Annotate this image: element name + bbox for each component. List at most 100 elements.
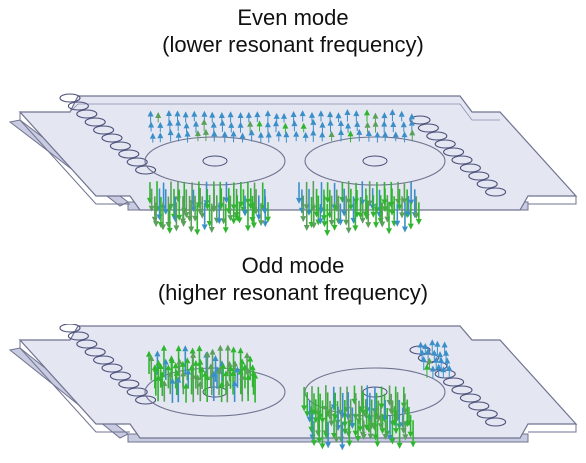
- field-arrowhead: [216, 367, 223, 374]
- field-arrowhead: [257, 131, 264, 138]
- field-arrowhead: [328, 130, 335, 137]
- via-ring: [109, 141, 131, 151]
- via-ring: [451, 385, 473, 395]
- field-arrowhead: [375, 416, 382, 423]
- field-arrowhead: [194, 229, 201, 236]
- field-arrowhead: [183, 382, 190, 389]
- field-arrowhead: [197, 358, 204, 365]
- via-ring: [485, 187, 507, 197]
- field-arrowhead: [319, 131, 326, 138]
- field-arrowhead: [300, 122, 307, 129]
- field-arrowhead: [311, 440, 318, 447]
- field-arrowhead: [437, 351, 444, 358]
- e-field-arrows: [146, 108, 422, 236]
- field-arrowhead: [146, 350, 153, 357]
- field-arrowhead: [153, 221, 160, 228]
- field-arrowhead: [401, 198, 408, 205]
- field-arrowhead: [230, 218, 237, 225]
- via-ring: [101, 133, 123, 143]
- field-arrowhead: [155, 374, 162, 381]
- field-arrowhead: [423, 363, 430, 370]
- field-arrowhead: [208, 226, 215, 233]
- even-mode-field-plot: [8, 93, 578, 236]
- field-arrowhead: [148, 205, 155, 212]
- field-arrowhead: [217, 344, 224, 351]
- substrate-top-face: [18, 325, 578, 439]
- via-ring: [434, 139, 456, 149]
- field-arrowhead: [381, 120, 388, 127]
- field-arrowhead: [338, 128, 345, 135]
- field-arrowhead: [291, 120, 298, 127]
- via-ring: [101, 363, 123, 373]
- field-arrowhead: [172, 216, 179, 223]
- odd-mode-title: Odd mode: [241, 253, 345, 278]
- field-arrowhead: [342, 428, 349, 435]
- field-arrowhead: [237, 112, 244, 119]
- field-arrowhead: [325, 442, 332, 449]
- field-arrowhead: [237, 121, 244, 128]
- field-arrowhead: [281, 112, 288, 119]
- field-arrowhead: [273, 112, 280, 119]
- field-arrowhead: [426, 357, 433, 364]
- field-arrowhead: [237, 368, 244, 375]
- field-arrowhead: [367, 433, 374, 440]
- field-arrowhead: [154, 350, 161, 357]
- field-arrowhead: [227, 215, 234, 222]
- via-ring: [417, 123, 439, 133]
- field-arrowhead: [300, 216, 307, 223]
- field-arrowhead: [155, 359, 162, 366]
- field-arrowhead: [392, 131, 399, 138]
- field-arrowhead: [183, 122, 190, 129]
- field-arrowhead: [408, 119, 415, 126]
- field-arrowhead: [247, 120, 254, 127]
- field-arrowhead: [252, 372, 259, 379]
- field-arrowhead: [196, 345, 203, 352]
- field-arrowhead: [192, 120, 199, 127]
- field-arrowhead: [165, 364, 172, 371]
- field-arrowhead: [162, 208, 169, 215]
- field-arrowhead: [249, 364, 256, 371]
- field-arrowhead: [379, 221, 386, 228]
- field-arrowhead: [152, 365, 159, 372]
- field-arrowhead: [296, 197, 303, 204]
- field-arrowhead: [226, 360, 233, 367]
- field-arrowhead: [201, 118, 208, 125]
- field-arrowhead: [402, 434, 409, 441]
- field-arrowhead: [319, 443, 326, 450]
- field-arrowhead: [319, 121, 326, 128]
- field-arrowhead: [299, 110, 306, 117]
- field-arrowhead: [148, 354, 155, 361]
- field-arrowhead: [345, 227, 352, 234]
- field-arrowhead: [308, 111, 315, 118]
- field-arrowhead: [435, 363, 442, 370]
- right-via-row: [409, 115, 507, 197]
- right-via-row: [409, 345, 507, 427]
- field-arrowhead: [175, 376, 182, 383]
- via-ring: [443, 147, 465, 157]
- field-arrowhead: [409, 129, 416, 136]
- field-arrowhead: [394, 220, 401, 227]
- field-arrowhead: [310, 129, 317, 136]
- field-arrowhead: [173, 369, 180, 376]
- field-arrowhead: [207, 363, 214, 370]
- even-mode-subtitle: (lower resonant frequency): [162, 32, 424, 57]
- field-arrowhead: [352, 430, 359, 437]
- field-arrowhead: [169, 377, 176, 384]
- field-arrowhead: [191, 110, 198, 117]
- field-arrowhead: [210, 121, 217, 128]
- field-arrowhead: [159, 224, 166, 231]
- field-arrowhead: [382, 131, 389, 138]
- field-arrowhead: [331, 224, 338, 231]
- field-arrowhead: [244, 352, 251, 359]
- field-arrowhead: [175, 345, 182, 352]
- field-arrowhead: [180, 220, 187, 227]
- field-arrowhead: [231, 380, 238, 387]
- field-arrowhead: [230, 130, 237, 137]
- field-arrowhead: [374, 131, 381, 138]
- field-arrowhead: [218, 381, 225, 388]
- field-arrowhead: [182, 345, 189, 352]
- field-arrowhead: [224, 380, 231, 387]
- field-arrowhead: [188, 226, 195, 233]
- field-arrowhead: [155, 112, 162, 119]
- field-arrowhead: [239, 358, 246, 365]
